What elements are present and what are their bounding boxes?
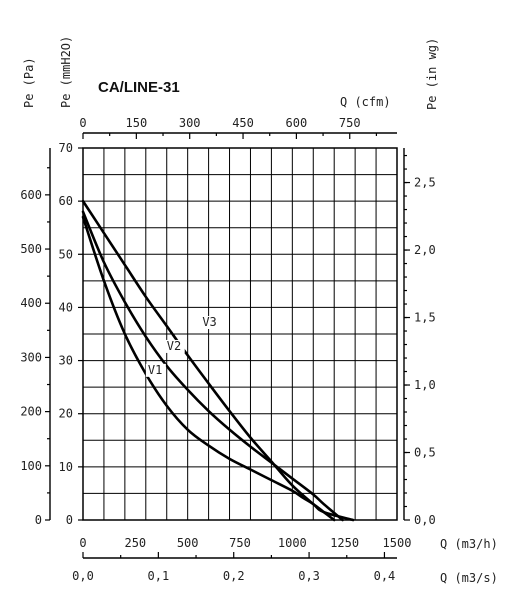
m3h-tick-label: 1000 <box>278 536 307 550</box>
y-axis-label-inwg: Pe (in wg) <box>425 38 439 110</box>
series-label-bg-v3 <box>200 316 221 330</box>
series-label-v1: V1 <box>148 363 162 377</box>
inwg-tick-label: 1,5 <box>414 311 436 325</box>
m3s-tick-label: 0,1 <box>148 569 170 583</box>
inwg-tick-label: 2,0 <box>414 243 436 257</box>
pa-tick-label: 300 <box>20 350 42 364</box>
axes <box>45 132 410 559</box>
cfm-tick-label: 300 <box>179 116 201 130</box>
bottom-axis-label-m3s-text: Q (m3/s) <box>440 571 498 585</box>
mmh2o-tick-label: 40 <box>59 300 73 314</box>
pa-tick-label: 100 <box>20 459 42 473</box>
m3h-tick-label: 250 <box>124 536 146 550</box>
mmh2o-tick-label: 0 <box>66 513 73 527</box>
tick-labels: 0 100 200 300 400 500 600 0 10 20 30 40 50 60 70 0,0 0,5… <box>20 116 435 583</box>
mmh2o-tick-label: 50 <box>59 247 73 261</box>
cfm-tick-label: 750 <box>339 116 361 130</box>
cfm-tick-label: 450 <box>232 116 254 130</box>
m3s-tick-label: 0,2 <box>223 569 245 583</box>
inwg-tick-label: 0,5 <box>414 446 436 460</box>
series-label-v3: V3 <box>202 315 216 329</box>
pa-tick-label: 200 <box>20 405 42 419</box>
m3h-tick-label: 1500 <box>383 536 412 550</box>
pa-tick-label: 500 <box>20 242 42 256</box>
bottom-axis-label-m3h-text: Q (m3/h) <box>440 537 498 551</box>
m3h-tick-label: 500 <box>177 536 199 550</box>
series-labels: V1 V2 V3 <box>145 315 221 377</box>
mmh2o-tick-label: 30 <box>59 354 73 368</box>
mmh2o-tick-label: 70 <box>59 141 73 155</box>
series-line-v3 <box>81 199 355 522</box>
m3s-tick-label: 0,0 <box>72 569 94 583</box>
plot-frame <box>82 147 398 521</box>
m3s-tick-label: 0,3 <box>298 569 320 583</box>
mmh2o-tick-label: 10 <box>59 460 73 474</box>
chart-title: CA/LINE-31 <box>98 79 180 96</box>
grid-lines <box>82 147 398 521</box>
series-label-v2: V2 <box>167 339 181 353</box>
cfm-tick-label: 150 <box>126 116 148 130</box>
pa-tick-label: 0 <box>35 513 42 527</box>
m3h-tick-label: 1250 <box>330 536 359 550</box>
y-axis-label-mmh2o: Pe (mmH2O) <box>59 36 73 108</box>
m3s-tick-label: 0,4 <box>374 569 396 583</box>
series-label-bg-v1 <box>145 363 166 377</box>
cfm-tick-label: 600 <box>286 116 308 130</box>
inwg-tick-label: 2,5 <box>414 176 436 190</box>
inwg-tick-label: 1,0 <box>414 378 436 392</box>
inwg-tick-label: 0,0 <box>414 513 436 527</box>
mmh2o-tick-label: 60 <box>59 194 73 208</box>
m3h-tick-label: 0 <box>79 536 86 550</box>
pa-tick-label: 400 <box>20 296 42 310</box>
top-axis-label-cfm: Q (cfm) <box>340 95 391 109</box>
mmh2o-tick-label: 20 <box>59 407 73 421</box>
bottom-axis-label-m3h: Q (m3/h) <box>440 537 498 551</box>
y-axis-label-pa: Pe (Pa) <box>22 57 36 108</box>
series-line-v2 <box>81 210 344 522</box>
series-lines <box>81 199 355 522</box>
m3h-tick-label: 750 <box>229 536 251 550</box>
bottom-axis-label-m3s: Q (m3/s) <box>440 571 498 585</box>
pa-tick-label: 600 <box>20 188 42 202</box>
series-label-bg-v2 <box>164 339 185 353</box>
cfm-tick-label: 0 <box>79 116 86 130</box>
